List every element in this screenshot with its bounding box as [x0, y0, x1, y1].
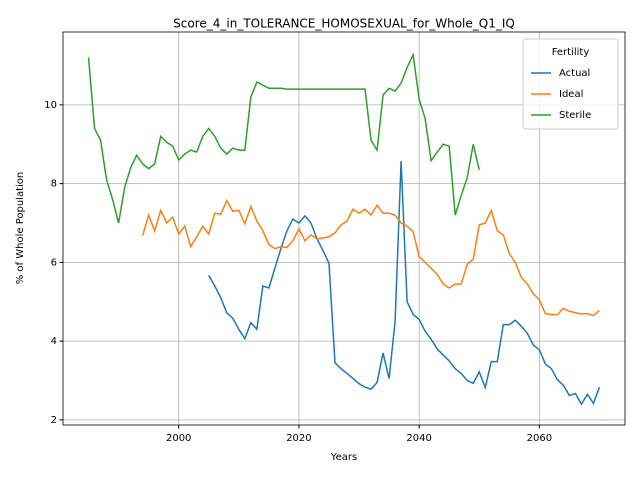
y-tick-label: 10 [44, 100, 57, 111]
y-axis-label: % of Whole Population [15, 172, 26, 285]
plot-frame [62, 31, 626, 426]
x-tick-label: 2000 [166, 433, 191, 444]
chart-title: Score_4_in_TOLERANCE_HOMOSEXUAL_for_Whol… [173, 17, 515, 31]
x-axis-label: Years [330, 452, 357, 463]
x-tick-label: 2020 [286, 433, 311, 444]
line-series [208, 161, 601, 406]
x-tick-label: 2040 [406, 433, 431, 444]
legend-box [522, 38, 619, 130]
y-tick-label: 2 [51, 415, 57, 426]
x-tick-label: 2060 [527, 433, 552, 444]
line-series [87, 52, 480, 224]
legend-label: Actual [559, 68, 590, 79]
y-tick-label: 8 [51, 179, 57, 190]
line-series [141, 198, 600, 317]
y-tick-label: 6 [51, 257, 57, 268]
y-tick-label: 4 [51, 336, 57, 347]
legend-label: Sterile [559, 110, 591, 121]
legend-title: Fertility [552, 47, 590, 58]
legend-label: Ideal [559, 89, 583, 100]
